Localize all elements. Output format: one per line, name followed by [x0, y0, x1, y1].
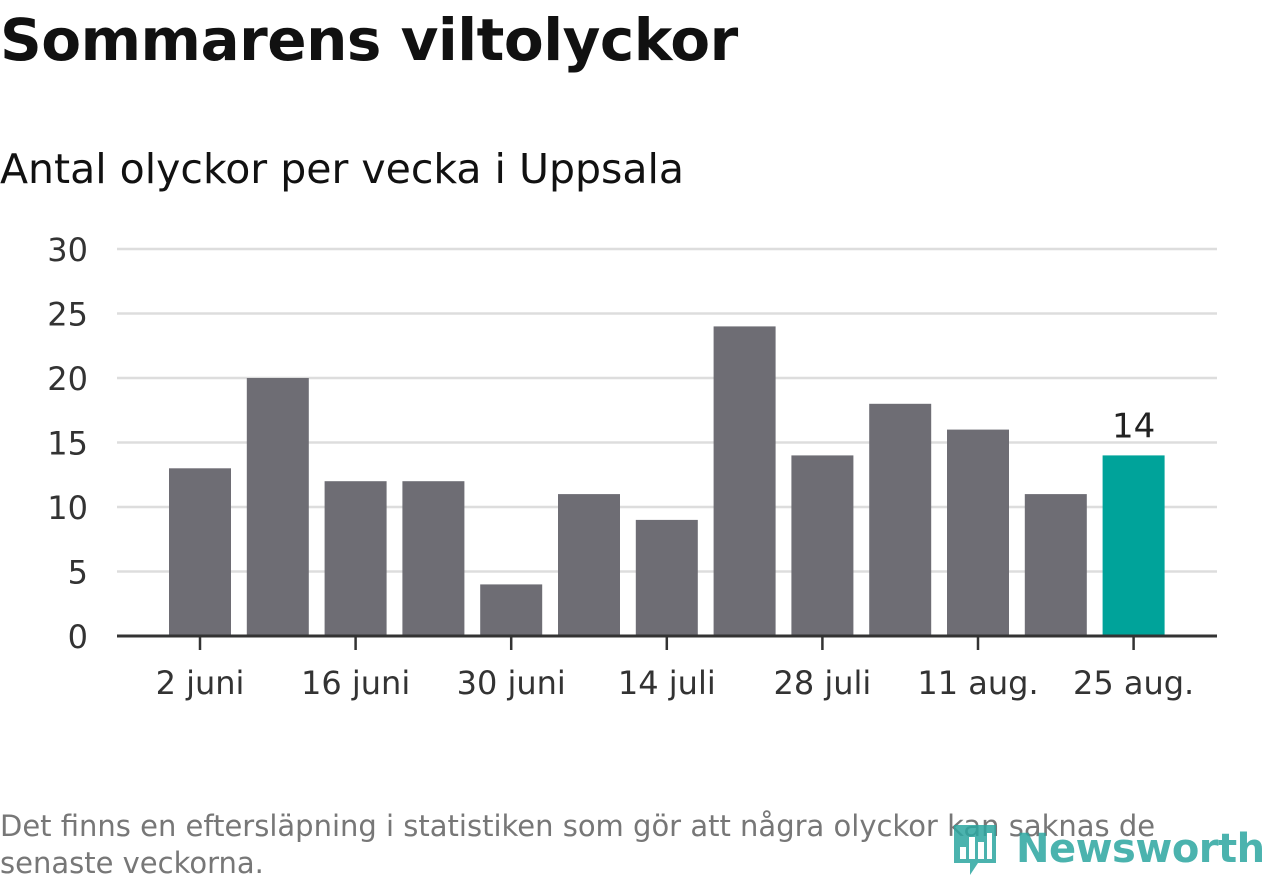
- newsworthy-logo: Newsworthy: [950, 820, 1262, 878]
- bar: [713, 326, 776, 636]
- x-tick-label: 2 juni: [156, 664, 245, 702]
- x-tick-label: 28 juli: [773, 664, 871, 702]
- x-tick-label: 14 juli: [618, 664, 716, 702]
- data-label-highlight: 14: [1112, 406, 1155, 446]
- bar: [402, 481, 465, 636]
- y-tick-label: 25: [47, 296, 88, 334]
- bar: [635, 519, 698, 636]
- y-axis-ticks: 0 5 10 15 20 25 30: [47, 231, 88, 656]
- y-tick-label: 20: [47, 360, 88, 398]
- bar: [1024, 494, 1087, 636]
- x-axis-ticks: 2 juni 16 juni 30 juni 14 juli 28 juli 11 aug…: [156, 636, 1194, 702]
- x-tick-label: 30 juni: [457, 664, 566, 702]
- chart-subtitle: Antal olyckor per vecka i Uppsala: [0, 145, 685, 193]
- y-tick-label: 10: [47, 489, 88, 527]
- bar: [558, 494, 620, 636]
- bar-highlight: [1102, 455, 1165, 636]
- x-tick-label: 16 juni: [301, 664, 410, 702]
- y-tick-label: 5: [68, 554, 88, 592]
- newsworthy-logo-icon: [954, 825, 996, 875]
- data-labels: 14: [1112, 406, 1155, 446]
- y-tick-label: 0: [68, 618, 88, 656]
- bar: [324, 481, 387, 636]
- x-tick-label: 11 aug.: [917, 664, 1038, 702]
- y-tick-label: 30: [47, 231, 88, 269]
- x-tick-label: 25 aug.: [1073, 664, 1194, 702]
- newsworthy-logo-text: Newsworthy: [1016, 826, 1262, 872]
- bar: [947, 429, 1009, 636]
- bar: [791, 455, 854, 636]
- bar: [869, 403, 932, 636]
- bars: [169, 326, 1165, 636]
- bar: [169, 468, 231, 636]
- bar: [246, 378, 309, 636]
- y-tick-label: 15: [47, 425, 88, 463]
- chart-title: Sommarens viltolyckor: [0, 6, 738, 74]
- bar-chart: 0 5 10 15 20 25 30 2 juni 16 juni 30 juni 14 juli…: [47, 231, 1217, 702]
- bar: [480, 584, 543, 636]
